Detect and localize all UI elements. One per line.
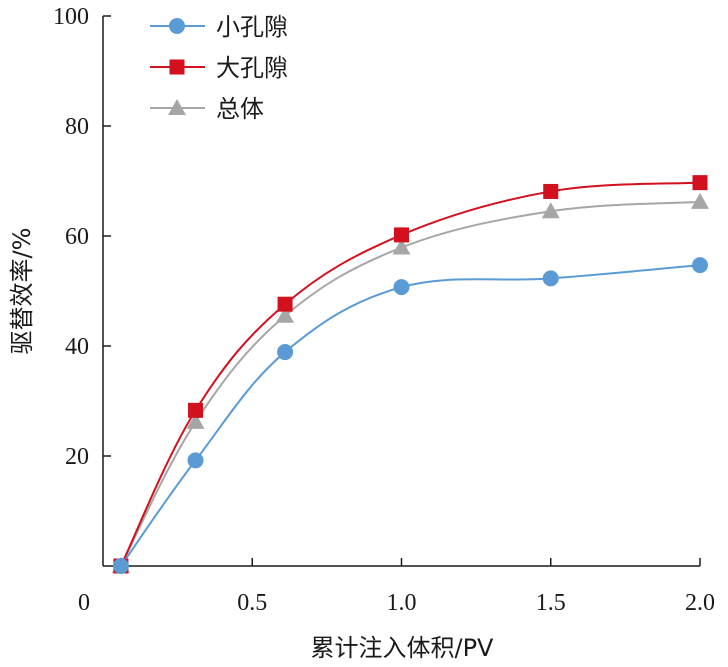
legend-marker-circle <box>169 18 185 34</box>
y-tick-label: 80 <box>65 114 89 140</box>
data-point-square <box>543 184 558 199</box>
x-tick-label: 0.5 <box>237 590 267 616</box>
data-point-circle <box>188 452 204 468</box>
y-tick-label: 100 <box>53 4 89 30</box>
x-axis-title: 累计注入体积/PV <box>311 634 495 662</box>
y-axis-title: 驱替效率/% <box>8 228 36 355</box>
axes: 20 40 60 80 100 0 0.5 1.0 1.5 2.0 <box>53 4 715 616</box>
y-tick-label: 40 <box>65 334 89 360</box>
data-point-circle <box>543 270 559 286</box>
y-tick-label: 20 <box>65 444 89 470</box>
x-tick-label: 0 <box>78 590 90 616</box>
x-tick-label: 1.0 <box>387 590 417 616</box>
data-point-circle <box>692 257 708 273</box>
y-tick-label: 60 <box>65 224 89 250</box>
data-point-square <box>188 403 203 418</box>
legend-label: 小孔隙 <box>216 13 288 41</box>
series-line-triangle <box>121 202 700 566</box>
data-point-square <box>394 227 409 242</box>
series-line-circle <box>121 265 700 566</box>
data-point-circle <box>113 558 129 574</box>
legend-marker-square <box>170 60 185 75</box>
data-point-square <box>278 297 293 312</box>
series-line-square <box>121 183 700 566</box>
legend-label: 大孔隙 <box>216 54 288 82</box>
series-lines <box>121 183 700 566</box>
series-markers <box>112 175 709 574</box>
data-point-circle <box>394 279 410 295</box>
data-point-triangle <box>691 193 709 209</box>
data-point-square <box>693 175 708 190</box>
x-tick-label: 2.0 <box>685 590 715 616</box>
legend-label: 总体 <box>216 95 264 123</box>
data-point-circle <box>277 344 293 360</box>
x-tick-label: 1.5 <box>536 590 566 616</box>
